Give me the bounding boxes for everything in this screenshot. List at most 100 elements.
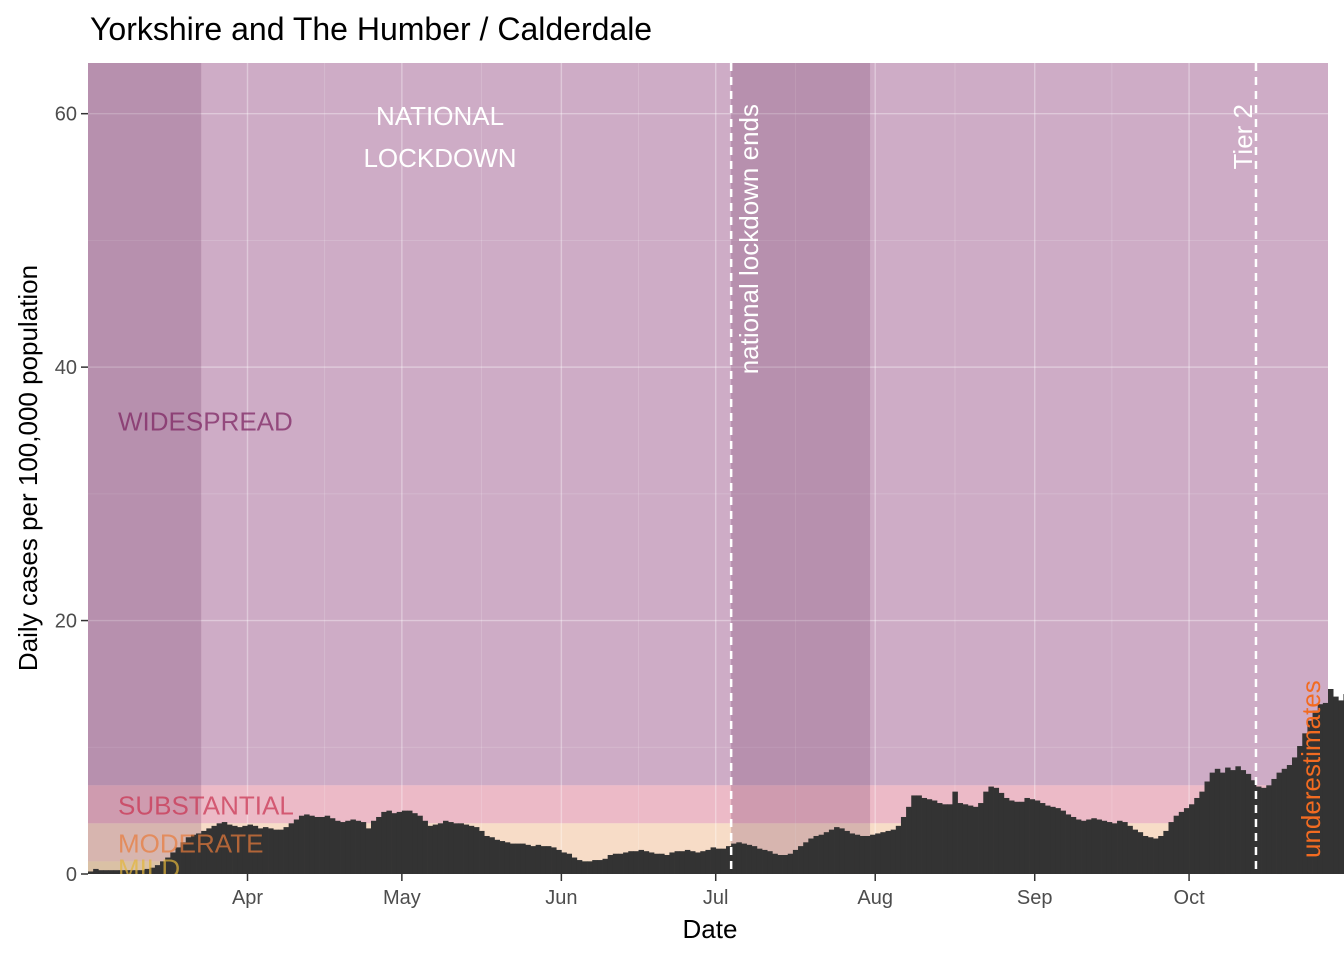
bar (1106, 822, 1113, 874)
bar (443, 820, 449, 874)
bar (756, 848, 763, 874)
y-axis-title: Daily cases per 100,000 population (13, 265, 43, 671)
bar (1127, 825, 1133, 874)
annotations: national lockdown ends Tier 2 NATIONAL LOCK… (363, 101, 1326, 858)
bar (859, 835, 866, 874)
bar (1132, 829, 1138, 874)
bar (576, 860, 583, 874)
bar (221, 822, 228, 874)
bar (834, 827, 840, 874)
bar (206, 828, 212, 874)
bar (962, 804, 969, 874)
bar (1276, 772, 1283, 875)
bar (659, 853, 665, 874)
bar (247, 824, 253, 874)
y-tick-label: 0 (66, 864, 77, 886)
bar (509, 843, 516, 874)
bar (782, 854, 789, 874)
bar (453, 823, 459, 874)
bar (468, 825, 475, 874)
bar (1060, 810, 1066, 874)
bar (849, 833, 855, 874)
bar (1173, 815, 1180, 874)
bar (741, 843, 747, 874)
bar (381, 811, 387, 874)
band-label-widespread: WIDESPREAD (118, 406, 293, 436)
bar (638, 849, 645, 874)
bar (587, 861, 593, 874)
bar (736, 842, 742, 874)
band-label-mild: MILD (118, 854, 180, 884)
bar (602, 858, 609, 874)
bar (103, 870, 109, 874)
bar (1183, 808, 1190, 874)
bar (623, 852, 629, 874)
bar (525, 844, 531, 874)
bar (1297, 746, 1303, 874)
bar (422, 820, 428, 874)
bar (237, 827, 243, 874)
bar (345, 820, 351, 874)
bar (798, 846, 804, 874)
bar (839, 828, 845, 874)
x-tick-label: Sep (1017, 887, 1053, 909)
bar (226, 824, 233, 874)
bar (154, 865, 161, 874)
shaded-period (731, 63, 871, 874)
bar (787, 853, 794, 874)
bar (813, 835, 819, 874)
x-tick-label: Aug (857, 887, 893, 909)
bar (648, 852, 655, 874)
bar (437, 823, 444, 874)
bar (1055, 808, 1061, 874)
bar (1117, 820, 1123, 874)
bar (957, 803, 964, 874)
bar (401, 810, 408, 874)
bar (314, 816, 320, 874)
bar (942, 804, 948, 874)
bar (479, 830, 485, 874)
bar (1024, 797, 1030, 874)
bar (1317, 704, 1324, 874)
bar (911, 795, 917, 874)
bar (983, 791, 989, 874)
bar (936, 803, 943, 874)
bar (633, 851, 639, 874)
bar (664, 854, 670, 874)
x-tick-label: Jul (703, 887, 729, 909)
bar (1081, 820, 1087, 874)
bar (1338, 700, 1344, 874)
bar (1045, 805, 1051, 874)
bar (319, 816, 326, 874)
bar (844, 830, 850, 874)
bar (715, 848, 722, 874)
bar (298, 815, 305, 874)
bar (257, 828, 264, 874)
bar (360, 822, 367, 874)
y-tick-label: 60 (55, 104, 77, 126)
bar (175, 847, 181, 874)
x-axis-title: Date (683, 914, 738, 944)
bar (592, 860, 598, 874)
bar (988, 786, 994, 874)
bar (417, 815, 423, 874)
bar (1240, 770, 1247, 874)
bar (561, 852, 567, 874)
lockdown-label: NATIONAL (376, 101, 504, 131)
bar (407, 810, 413, 874)
bar (1147, 837, 1154, 874)
bar (165, 857, 171, 874)
bar (520, 843, 526, 874)
bar (1194, 797, 1200, 874)
bar (1291, 757, 1298, 874)
bar (1137, 832, 1144, 874)
bar (751, 846, 758, 874)
bar (278, 829, 284, 874)
shaded-periods (88, 63, 871, 874)
bar (1075, 819, 1082, 874)
bar (972, 806, 979, 874)
bar (530, 846, 536, 874)
bar (931, 800, 938, 874)
